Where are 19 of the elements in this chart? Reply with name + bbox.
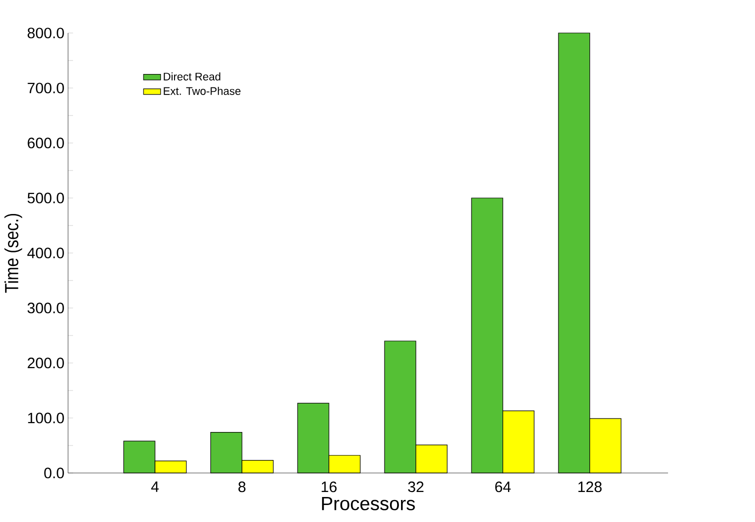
x-tick-label: 64: [495, 482, 511, 492]
y-tick-label: 200.0: [28, 358, 64, 368]
y-tick-label: 800.0: [28, 28, 64, 38]
x-tick-label: 8: [238, 482, 246, 492]
y-tick-label: 700.0: [28, 82, 64, 94]
y-axis-title: Time (sec.): [4, 214, 22, 293]
x-axis-title: Processors: [322, 497, 415, 510]
x-tick-label: 32: [408, 482, 424, 492]
x-tick-label: 16: [322, 482, 337, 492]
y-tick-label: 300.0: [28, 302, 64, 314]
y-tick-label: 100.0: [28, 412, 64, 424]
y-tick-label: 500.0: [28, 192, 64, 204]
legend-label: Ext. Two-Phase: [164, 86, 240, 95]
x-tick-label: 4: [151, 482, 159, 492]
y-tick-label: 0.0: [44, 468, 64, 478]
x-tick-label: 128: [578, 482, 602, 492]
y-tick-label: 600.0: [28, 138, 64, 148]
legend-label: Direct Read: [164, 72, 220, 80]
y-tick-label: 400.0: [27, 248, 64, 258]
